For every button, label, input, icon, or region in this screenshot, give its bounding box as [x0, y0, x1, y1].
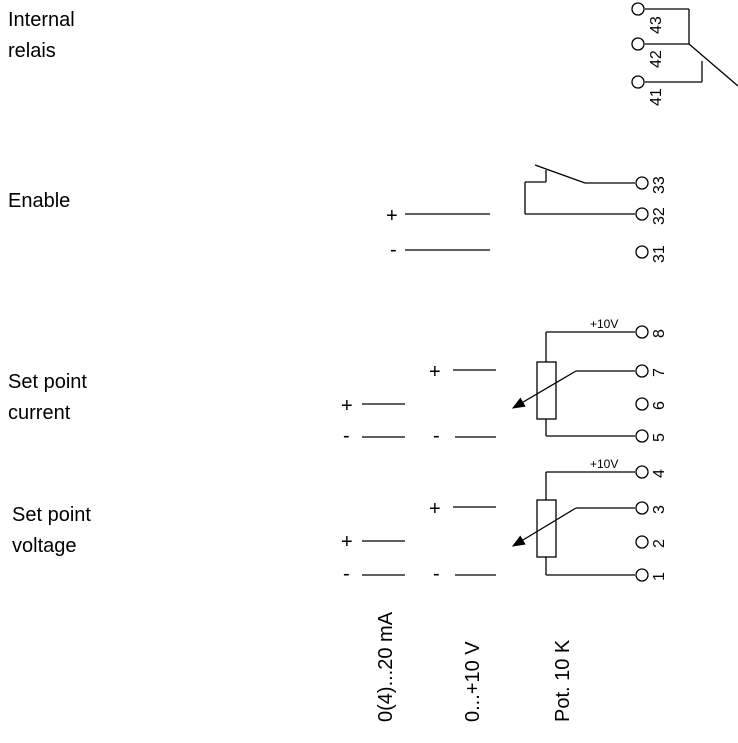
enable-minus-sign: - — [390, 239, 397, 261]
terminal-8-label: 8 — [651, 329, 668, 338]
terminal-1 — [635, 568, 649, 582]
terminal-7-label: 7 — [651, 368, 668, 377]
voltage-v-minus-sign: - — [433, 563, 440, 585]
voltage-ma-plus-sign: + — [341, 531, 353, 553]
terminal-32 — [635, 207, 649, 221]
terminal-2 — [635, 535, 649, 549]
voltage-v-plus-sign: + — [429, 498, 441, 520]
internal-relais-label-2: relais — [8, 40, 56, 62]
terminal-33-label: 33 — [651, 176, 668, 194]
enable-plus-sign: + — [386, 205, 398, 227]
current-v-plus-sign: + — [429, 361, 441, 383]
terminal-33 — [635, 176, 649, 190]
terminal-6-label: 6 — [651, 401, 668, 410]
terminal-43-label: 43 — [648, 16, 665, 34]
terminal-42 — [631, 37, 645, 51]
set-point-current-label-2: current — [8, 402, 71, 424]
current-v-minus-sign: - — [433, 425, 440, 447]
terminal-3 — [635, 501, 649, 515]
terminal-2-label: 2 — [651, 539, 668, 548]
internal-relais-label-1: Internal — [8, 9, 75, 31]
terminal-6 — [635, 397, 649, 411]
terminal-7 — [635, 364, 649, 378]
terminal-41 — [631, 75, 645, 89]
voltage-ma-minus-sign: - — [343, 563, 350, 585]
terminal-5 — [635, 429, 649, 443]
terminal-1-label: 1 — [651, 572, 668, 581]
enable-switch — [524, 164, 635, 215]
set-point-current-label-1: Set point — [8, 371, 87, 393]
potentiometer-voltage — [511, 471, 635, 576]
current-ma-plus-sign: + — [341, 395, 353, 417]
terminal-31-label: 31 — [651, 245, 668, 263]
set-point-voltage-label-2: voltage — [12, 535, 77, 557]
terminal-32-label: 32 — [651, 207, 668, 225]
terminal-3-label: 3 — [651, 505, 668, 514]
current-ma-minus-sign: - — [343, 425, 350, 447]
terminal-4 — [635, 465, 649, 479]
voltage-range-label: 0...+10 V — [462, 641, 484, 722]
terminal-43 — [631, 2, 645, 16]
terminal-4-label: 4 — [651, 469, 668, 478]
enable-label: Enable — [8, 190, 70, 212]
supply-label-current: +10V — [590, 317, 618, 331]
terminal-8 — [635, 325, 649, 339]
terminal-42-label: 42 — [648, 50, 665, 68]
supply-label-voltage: +10V — [590, 457, 618, 471]
current-range-label: 0(4)...20 mA — [375, 611, 397, 722]
potentiometer-label: Pot. 10 K — [552, 639, 574, 722]
set-point-voltage-label-1: Set point — [12, 504, 91, 526]
terminal-31 — [635, 245, 649, 259]
potentiometer-current — [511, 331, 635, 437]
relay-contact — [645, 8, 738, 87]
terminal-41-label: 41 — [648, 88, 665, 106]
terminal-5-label: 5 — [651, 433, 668, 442]
